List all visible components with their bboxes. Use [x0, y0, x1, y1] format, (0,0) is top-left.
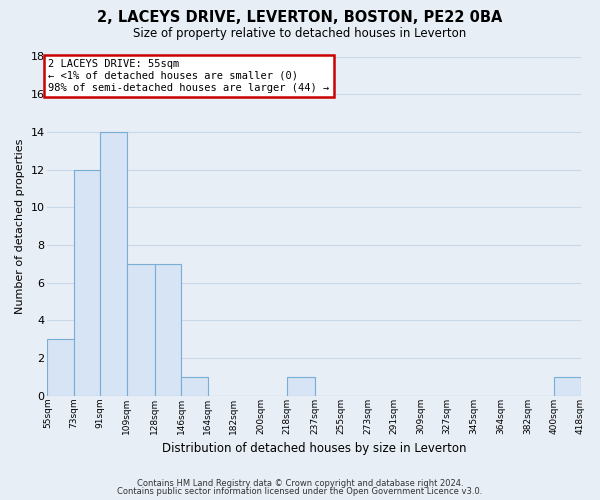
- Bar: [74, 170, 100, 396]
- Bar: [554, 377, 581, 396]
- Text: 2 LACEYS DRIVE: 55sqm
← <1% of detached houses are smaller (0)
98% of semi-detac: 2 LACEYS DRIVE: 55sqm ← <1% of detached …: [48, 60, 329, 92]
- Bar: [47, 340, 74, 396]
- Bar: [181, 377, 208, 396]
- Text: Size of property relative to detached houses in Leverton: Size of property relative to detached ho…: [133, 28, 467, 40]
- X-axis label: Distribution of detached houses by size in Leverton: Distribution of detached houses by size …: [162, 442, 466, 455]
- Text: 2, LACEYS DRIVE, LEVERTON, BOSTON, PE22 0BA: 2, LACEYS DRIVE, LEVERTON, BOSTON, PE22 …: [97, 10, 503, 25]
- Bar: [100, 132, 127, 396]
- Bar: [287, 377, 315, 396]
- Text: Contains public sector information licensed under the Open Government Licence v3: Contains public sector information licen…: [118, 487, 482, 496]
- Text: Contains HM Land Registry data © Crown copyright and database right 2024.: Contains HM Land Registry data © Crown c…: [137, 478, 463, 488]
- Bar: [155, 264, 181, 396]
- Y-axis label: Number of detached properties: Number of detached properties: [15, 138, 25, 314]
- Bar: [127, 264, 155, 396]
